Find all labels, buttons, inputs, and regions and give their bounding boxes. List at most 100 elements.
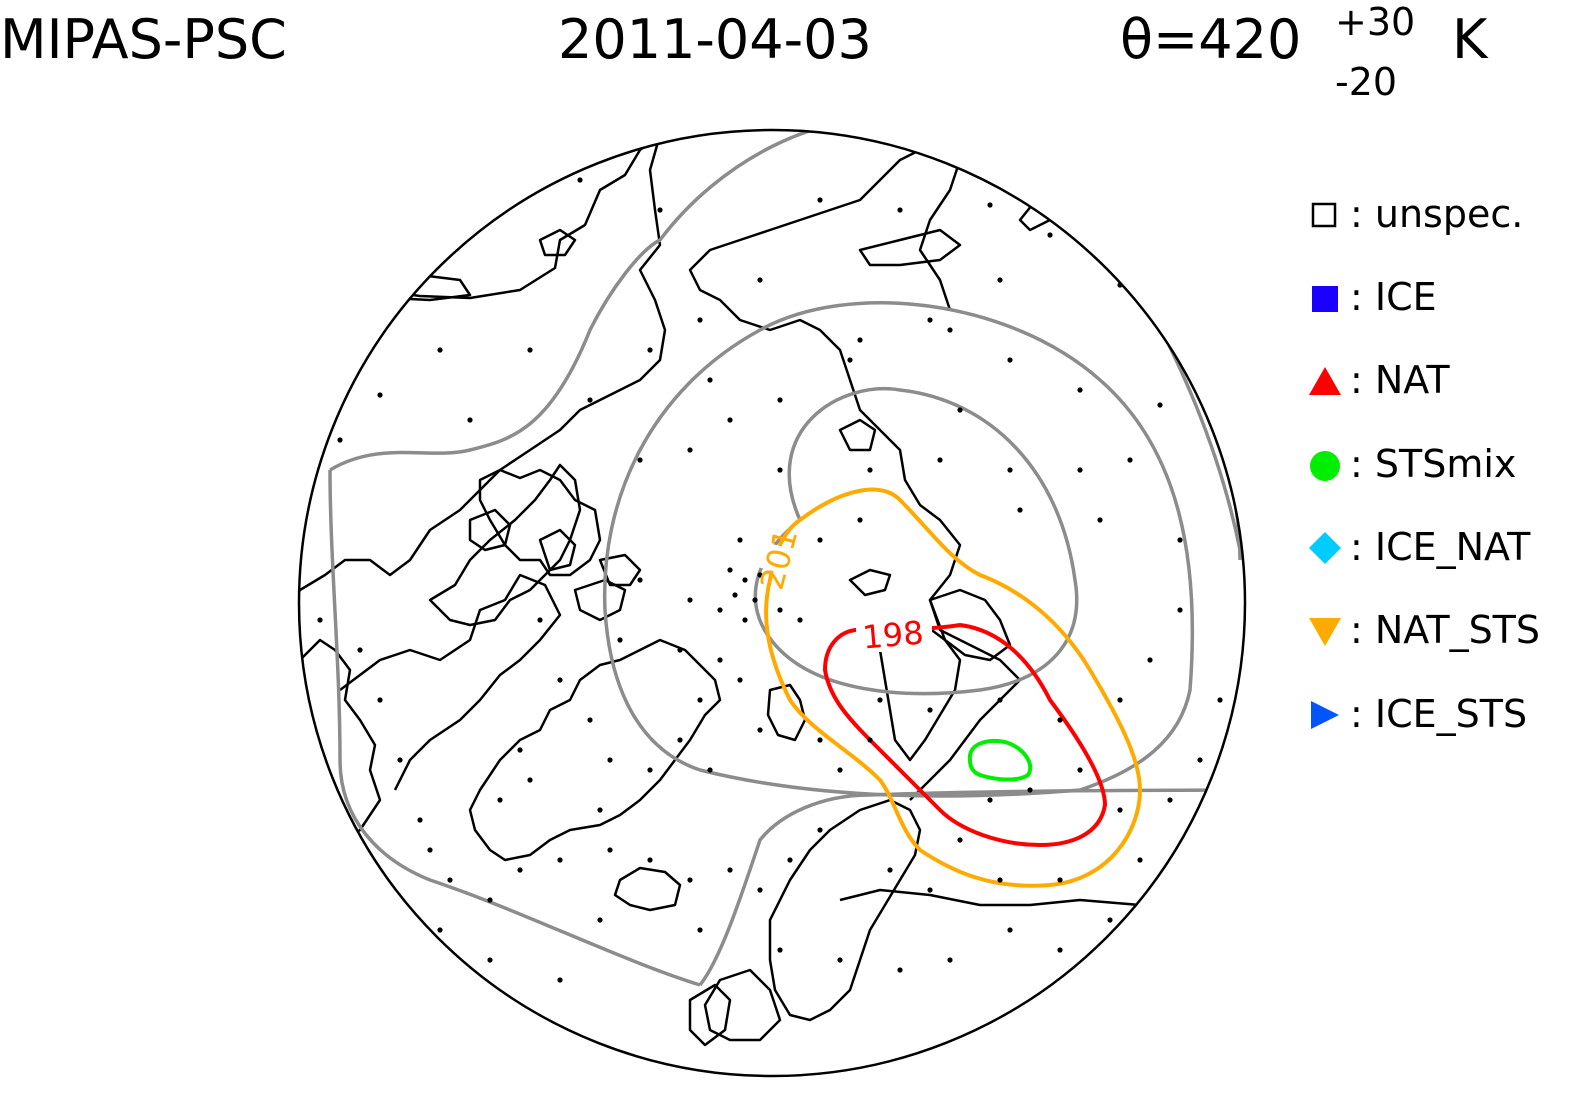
observation-dot bbox=[817, 197, 823, 203]
observation-dot bbox=[1047, 232, 1053, 238]
observation-dot bbox=[867, 467, 873, 473]
observation-dot bbox=[517, 867, 523, 873]
observation-dot bbox=[927, 887, 933, 893]
legend-item-stsmix: : STSmix bbox=[1308, 442, 1516, 486]
observation-dot bbox=[697, 927, 703, 933]
observation-dot bbox=[417, 817, 423, 823]
observation-dot bbox=[587, 717, 593, 723]
observation-dot bbox=[727, 417, 733, 423]
coast-scandinavia bbox=[768, 798, 922, 1022]
observation-dot bbox=[427, 847, 433, 853]
observation-dot bbox=[857, 337, 863, 343]
observation-dot bbox=[752, 597, 758, 603]
observation-dot bbox=[737, 677, 743, 683]
observation-dot bbox=[487, 897, 493, 903]
triangle-up-icon bbox=[1308, 363, 1342, 397]
observation-dot bbox=[637, 577, 643, 583]
observation-points bbox=[299, 177, 1223, 983]
legend-item-unspec: : unspec. bbox=[1308, 192, 1523, 236]
legend-item-nat: : NAT bbox=[1308, 358, 1450, 402]
coast-siberia bbox=[688, 138, 1022, 801]
observation-dot bbox=[987, 797, 993, 803]
plot-title-theta: θ=420 bbox=[1120, 8, 1302, 71]
observation-dot bbox=[757, 277, 763, 283]
observation-dot bbox=[742, 617, 748, 623]
legend-label: : ICE bbox=[1350, 275, 1437, 319]
coast-ellesmere bbox=[478, 468, 602, 577]
observation-dot bbox=[1077, 387, 1083, 393]
observation-dot bbox=[1057, 717, 1063, 723]
observation-dot bbox=[1057, 877, 1063, 883]
observation-dot bbox=[757, 727, 763, 733]
observation-dot bbox=[867, 737, 873, 743]
observation-dot bbox=[727, 567, 733, 573]
observation-dot bbox=[1217, 697, 1223, 703]
observation-dot bbox=[377, 697, 383, 703]
observation-dot bbox=[857, 517, 863, 523]
coast-iceland bbox=[613, 866, 682, 912]
observation-dot bbox=[597, 917, 603, 923]
observation-dot bbox=[947, 327, 953, 333]
coast-greenland bbox=[468, 638, 722, 862]
coast-baffin-island bbox=[428, 463, 582, 627]
observation-dot bbox=[897, 967, 903, 973]
observation-dot bbox=[947, 957, 953, 963]
plot-title-instrument: MIPAS-PSC bbox=[0, 8, 287, 71]
observation-dot bbox=[527, 347, 533, 353]
observation-dot bbox=[1117, 697, 1123, 703]
observation-dot bbox=[677, 737, 683, 743]
observation-dot bbox=[357, 647, 363, 653]
observation-dot bbox=[647, 347, 653, 353]
observation-dot bbox=[647, 857, 653, 863]
observation-dot bbox=[817, 537, 823, 543]
observation-dot bbox=[337, 437, 343, 443]
observation-dot bbox=[1007, 357, 1013, 363]
observation-dot bbox=[1127, 457, 1133, 463]
observation-dot bbox=[742, 577, 748, 583]
observation-dot bbox=[367, 857, 373, 863]
contour-label-201: 201 bbox=[753, 525, 806, 594]
observation-dot bbox=[927, 707, 933, 713]
coast-british-isles bbox=[688, 983, 732, 1047]
contour-grey-inner bbox=[753, 387, 1079, 696]
contour-label-198: 198 bbox=[861, 613, 925, 656]
observation-dot bbox=[1017, 507, 1023, 513]
observation-dot bbox=[557, 977, 563, 983]
observation-dot bbox=[317, 617, 323, 623]
observation-dot bbox=[1177, 537, 1183, 543]
observation-dot bbox=[1137, 857, 1143, 863]
observation-dot bbox=[757, 572, 763, 578]
contour-198 bbox=[822, 622, 1108, 848]
observation-dot bbox=[1077, 767, 1083, 773]
coast-hudson-bay bbox=[339, 573, 562, 791]
observation-dot bbox=[957, 407, 963, 413]
observation-dot bbox=[647, 767, 653, 773]
observation-dot bbox=[687, 877, 693, 883]
observation-dot bbox=[727, 867, 733, 873]
coast-north-america bbox=[299, 133, 667, 852]
observation-dot bbox=[557, 677, 563, 683]
observation-dot bbox=[1057, 947, 1063, 953]
observation-dot bbox=[757, 887, 763, 893]
observation-dot bbox=[657, 207, 663, 213]
observation-dot bbox=[397, 757, 403, 763]
coast-europe bbox=[703, 968, 782, 1042]
observation-dot bbox=[997, 277, 1003, 283]
contour-grey-east bbox=[1128, 269, 1242, 551]
observation-dot bbox=[837, 767, 843, 773]
observation-dot bbox=[687, 597, 693, 603]
observation-dot bbox=[1157, 402, 1163, 408]
observation-dot bbox=[377, 392, 383, 398]
observation-dot bbox=[517, 747, 523, 753]
legend-label: : ICE_NAT bbox=[1350, 525, 1531, 569]
observation-dot bbox=[617, 637, 623, 643]
observation-dot bbox=[1117, 807, 1123, 813]
observation-dot bbox=[737, 537, 743, 543]
legend-label: : unspec. bbox=[1350, 192, 1524, 236]
observation-dot bbox=[707, 377, 713, 383]
diamond-icon bbox=[1308, 530, 1342, 564]
observation-dot bbox=[467, 417, 473, 423]
contour-grey-middle bbox=[602, 301, 1195, 798]
observation-dot bbox=[987, 202, 993, 208]
